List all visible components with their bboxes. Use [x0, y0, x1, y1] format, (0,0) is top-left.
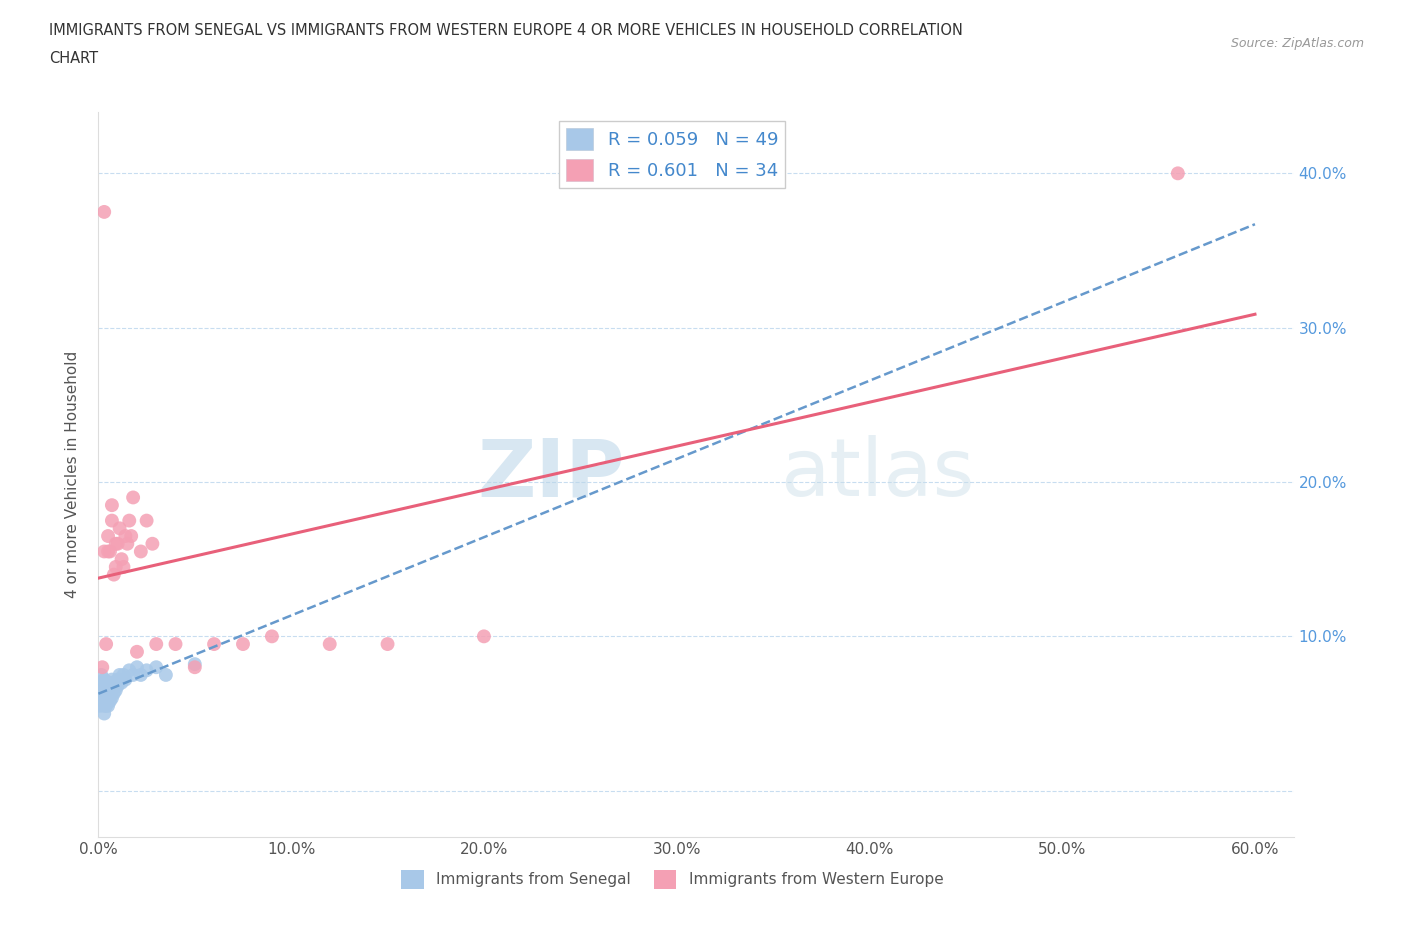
Point — [93, 698, 115, 713]
Point — [89, 675, 111, 690]
Text: ZIP: ZIP — [477, 435, 624, 513]
Point — [107, 678, 129, 693]
Point — [97, 528, 120, 543]
Point — [118, 663, 141, 678]
Point — [98, 544, 121, 559]
Point — [91, 683, 114, 698]
Point — [114, 528, 136, 543]
Point — [94, 678, 117, 693]
Point — [260, 629, 283, 644]
Point — [129, 668, 152, 683]
Text: CHART: CHART — [49, 51, 98, 66]
Point — [91, 675, 114, 690]
Point — [472, 629, 495, 644]
Point — [377, 637, 399, 652]
Text: Source: ZipAtlas.com: Source: ZipAtlas.com — [1230, 37, 1364, 50]
Point — [94, 675, 117, 690]
Point — [110, 551, 132, 566]
Point — [114, 672, 136, 687]
Point — [101, 691, 124, 706]
Point — [94, 691, 117, 706]
Point — [89, 698, 111, 713]
Point — [122, 668, 145, 683]
Point — [93, 672, 115, 687]
Point — [97, 675, 120, 690]
Point — [118, 513, 141, 528]
Point — [145, 637, 167, 652]
Point — [90, 687, 112, 702]
Point — [94, 698, 117, 713]
Point — [94, 683, 117, 698]
Text: atlas: atlas — [779, 435, 974, 513]
Point — [90, 668, 112, 683]
Point — [319, 637, 342, 652]
Point — [145, 659, 167, 674]
Text: IMMIGRANTS FROM SENEGAL VS IMMIGRANTS FROM WESTERN EUROPE 4 OR MORE VEHICLES IN : IMMIGRANTS FROM SENEGAL VS IMMIGRANTS FR… — [49, 23, 963, 38]
Point — [91, 694, 114, 709]
Point — [104, 560, 127, 575]
Point — [94, 637, 117, 652]
Point — [89, 683, 111, 698]
Point — [93, 205, 115, 219]
Point — [93, 691, 115, 706]
Point — [135, 513, 157, 528]
Point — [104, 683, 127, 698]
Point — [93, 706, 115, 721]
Point — [141, 537, 163, 551]
Point — [97, 691, 120, 706]
Point — [110, 675, 132, 690]
Point — [155, 668, 177, 683]
Point — [93, 544, 115, 559]
Point — [122, 490, 145, 505]
Point — [98, 694, 121, 709]
Point — [97, 683, 120, 698]
Point — [184, 657, 207, 671]
Point — [98, 683, 121, 698]
Point — [104, 675, 127, 690]
Point — [120, 528, 142, 543]
Point — [91, 678, 114, 693]
Point — [89, 691, 111, 706]
Point — [103, 686, 125, 701]
Point — [184, 659, 207, 674]
Point — [103, 678, 125, 693]
Point — [112, 560, 135, 575]
Point — [98, 675, 121, 690]
Point — [101, 513, 124, 528]
Point — [101, 498, 124, 512]
Point — [90, 678, 112, 693]
Point — [135, 663, 157, 678]
Point — [108, 668, 131, 683]
Point — [91, 659, 114, 674]
Point — [125, 644, 148, 659]
Point — [112, 668, 135, 683]
Point — [101, 672, 124, 687]
Point — [165, 637, 187, 652]
Point — [232, 637, 254, 652]
Point — [104, 537, 127, 551]
Point — [97, 698, 120, 713]
Point — [103, 567, 125, 582]
Point — [93, 683, 115, 698]
Point — [202, 637, 225, 652]
Point — [129, 544, 152, 559]
Point — [108, 521, 131, 536]
Point — [107, 672, 129, 687]
Point — [117, 537, 139, 551]
Point — [125, 659, 148, 674]
Point — [107, 537, 129, 551]
Point — [101, 683, 124, 698]
Point — [97, 544, 120, 559]
Y-axis label: 4 or more Vehicles in Household: 4 or more Vehicles in Household — [65, 351, 80, 598]
Point — [1167, 166, 1189, 180]
Legend: Immigrants from Senegal, Immigrants from Western Europe: Immigrants from Senegal, Immigrants from… — [395, 864, 949, 895]
